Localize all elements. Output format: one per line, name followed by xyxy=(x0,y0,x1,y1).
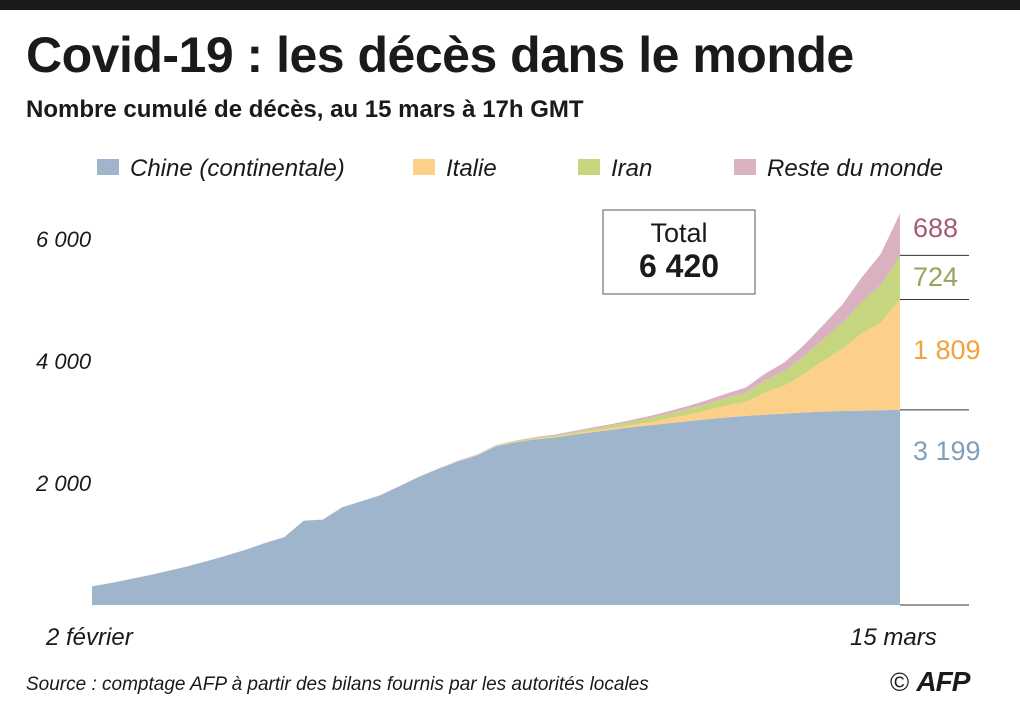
legend-swatch xyxy=(97,159,119,175)
legend-swatch xyxy=(413,159,435,175)
source-note: Source : comptage AFP à partir des bilan… xyxy=(26,674,649,695)
chart-subtitle: Nombre cumulé de décès, au 15 mars à 17h… xyxy=(26,96,584,123)
legend-label: Chine (continentale) xyxy=(130,155,345,182)
end-value-label: 3 199 xyxy=(913,436,981,466)
x-tick-label: 15 mars xyxy=(850,624,937,651)
end-value-label: 724 xyxy=(913,262,958,292)
y-tick-label: 6 000 xyxy=(36,227,92,252)
afp-logo: AFP xyxy=(916,666,970,697)
y-tick-label: 4 000 xyxy=(36,349,92,374)
x-tick-label: 2 février xyxy=(45,624,134,651)
legend-label: Reste du monde xyxy=(767,155,943,182)
legend-swatch xyxy=(578,159,600,175)
end-value-label: 688 xyxy=(913,213,958,243)
copyright-symbol: © xyxy=(890,667,910,697)
area-chine xyxy=(92,409,900,605)
legend-label: Iran xyxy=(611,155,652,182)
top-bar xyxy=(0,0,1020,10)
total-label: Total xyxy=(650,218,707,248)
y-tick-label: 2 000 xyxy=(35,471,92,496)
credit: © AFP xyxy=(890,666,970,698)
legend-label: Italie xyxy=(446,155,497,182)
total-value: 6 420 xyxy=(639,248,719,284)
total-box xyxy=(602,209,756,295)
chart-title: Covid-19 : les décès dans le monde xyxy=(26,27,854,83)
legend-swatch xyxy=(734,159,756,175)
end-value-label: 1 809 xyxy=(913,335,981,365)
